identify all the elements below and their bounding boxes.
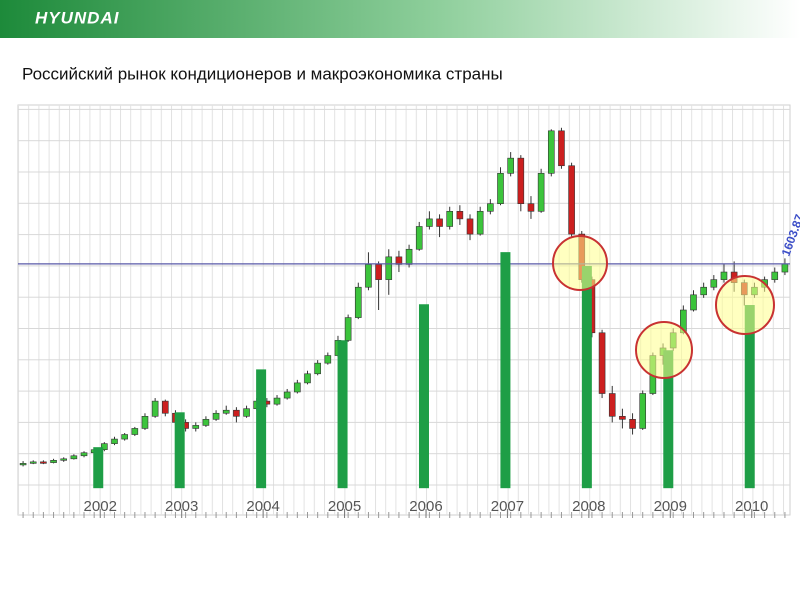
bar: [337, 340, 348, 489]
x-tick-label: 2004: [246, 498, 279, 515]
candle-body: [29, 461, 37, 464]
candle-body: [233, 409, 240, 417]
candle-body: [446, 210, 454, 227]
logo: HYUNDAI: [35, 8, 120, 27]
candle-body: [497, 173, 504, 205]
candle-body: [294, 382, 301, 393]
candle-body: [365, 264, 372, 288]
candle-body: [131, 428, 139, 435]
candle-body: [222, 409, 230, 414]
candle-body: [50, 460, 57, 463]
highlight-circle: [715, 275, 775, 335]
x-tick-label: 2009: [654, 498, 687, 515]
candle-body: [547, 130, 555, 174]
bar: [93, 447, 104, 489]
candle-body: [101, 443, 108, 451]
bar: [256, 369, 267, 489]
candle-body: [283, 391, 291, 399]
candle-body: [710, 279, 718, 288]
candle-body: [70, 455, 78, 460]
candle-body: [141, 415, 149, 429]
x-tick-label: 2006: [409, 498, 442, 515]
candle-body: [771, 271, 779, 280]
candle-body: [385, 256, 393, 280]
candle-body: [466, 218, 474, 235]
candle-body: [304, 373, 311, 384]
candle-body: [151, 400, 159, 417]
candle-body: [436, 218, 443, 227]
bar: [500, 252, 511, 489]
candle-body: [558, 130, 565, 167]
candle-body: [700, 286, 707, 296]
candle-body: [527, 203, 535, 212]
candle-body: [456, 210, 464, 220]
candle-body: [537, 173, 545, 212]
candle-body: [629, 419, 636, 429]
candle-body: [517, 157, 525, 205]
candle-body: [202, 419, 210, 426]
candle-body: [243, 408, 250, 417]
candle-body: [720, 271, 728, 280]
candle-body: [507, 157, 514, 174]
candle-body: [690, 294, 697, 311]
bar: [418, 304, 429, 489]
bar: [174, 412, 185, 489]
candle-body: [405, 248, 413, 265]
x-tick-label: 2007: [491, 498, 524, 515]
x-tick-label: 2008: [572, 498, 605, 515]
candle-body: [212, 412, 220, 420]
candle-body: [598, 332, 606, 394]
highlights: [552, 235, 775, 379]
candle-body: [80, 452, 88, 457]
candle-body: [781, 263, 789, 273]
slide-title: Российский рынок кондиционеров и макроэк…: [22, 64, 503, 83]
candle-body: [415, 226, 423, 250]
x-tick-label: 2005: [328, 498, 361, 515]
candle-body: [121, 434, 128, 440]
candle-body: [568, 165, 575, 235]
candle-body: [608, 393, 616, 417]
header-bar: [0, 0, 800, 38]
candle-body: [476, 210, 484, 235]
candle-body: [619, 415, 626, 420]
candle-body: [639, 393, 647, 429]
highlight-circle: [552, 235, 608, 291]
bar: [581, 265, 592, 489]
horizontal-grid: [18, 105, 790, 515]
candle-body: [354, 286, 362, 318]
candle-body: [19, 463, 27, 466]
candle-body: [192, 425, 200, 429]
candle-body: [161, 400, 169, 414]
candle-body: [344, 317, 352, 341]
candle-body: [314, 362, 321, 375]
candle-body: [324, 355, 332, 364]
candle-body: [426, 218, 433, 227]
candle-body: [60, 458, 68, 461]
bar: [744, 305, 755, 489]
highlight-circle: [635, 321, 693, 379]
candle-body: [375, 264, 382, 280]
candle-body: [40, 461, 47, 464]
candle-body: [487, 203, 494, 212]
candle-body: [273, 397, 281, 405]
x-tick-label: 2003: [165, 498, 198, 515]
x-tick-label: 2002: [84, 498, 117, 515]
x-tick-label: 2010: [735, 498, 768, 515]
candle-body: [111, 438, 118, 444]
bar: [663, 350, 674, 489]
